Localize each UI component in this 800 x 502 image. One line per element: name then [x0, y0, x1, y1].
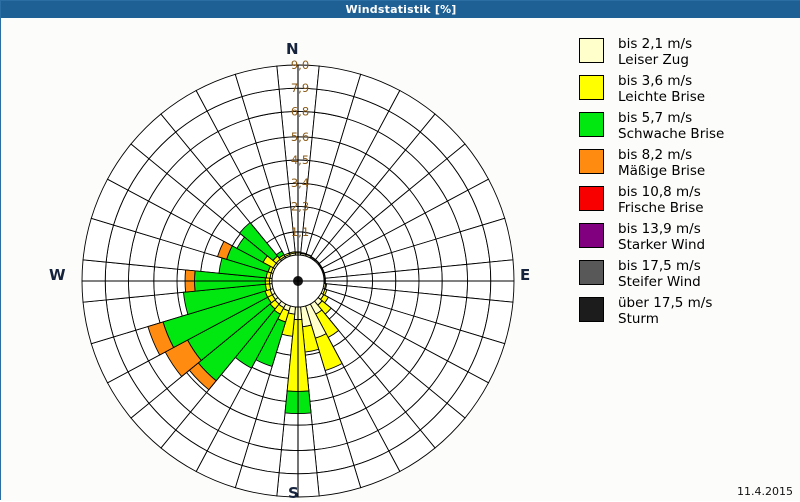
- legend-swatch: [579, 112, 604, 137]
- legend-beaufort-name: Leichte Brise: [618, 89, 706, 105]
- date-stamp: 11.4.2015: [737, 485, 793, 498]
- legend-label: über 17,5 m/s Sturm: [618, 295, 712, 327]
- direction-label-north: N: [286, 40, 299, 58]
- petal-segment: [147, 321, 175, 356]
- radial-tick-label: 3,4: [291, 176, 309, 190]
- legend-beaufort-name: Leiser Zug: [618, 52, 689, 68]
- window-titlebar: Windstatistik [%]: [1, 1, 800, 18]
- radial-tick-label: 6,8: [291, 104, 309, 118]
- legend-beaufort-name: Steifer Wind: [618, 274, 701, 290]
- direction-label-south: S: [288, 484, 299, 502]
- legend-swatch: [579, 297, 604, 322]
- legend-beaufort-name: Schwache Brise: [618, 126, 725, 142]
- legend-label: bis 17,5 m/s Steifer Wind: [618, 258, 701, 290]
- legend-label: bis 10,8 m/s Frische Brise: [618, 184, 704, 216]
- petal-segment: [305, 253, 312, 258]
- radial-tick-label: 4,5: [291, 153, 309, 167]
- radial-tick-label: 5,6: [291, 130, 309, 144]
- radial-axis: [82, 65, 514, 497]
- legend-beaufort-name: Frische Brise: [618, 200, 704, 216]
- legend-item: bis 2,1 m/s Leiser Zug: [579, 36, 794, 68]
- window-title: Windstatistik [%]: [345, 3, 457, 16]
- wind-rose-svg: 1,1 2,3 3,4 4,5 5,6 6,8 7,9 9,0: [81, 58, 515, 498]
- legend-beaufort-name: Mäßige Brise: [618, 163, 706, 179]
- direction-label-east: E: [520, 266, 531, 284]
- radial-tick-label: 9,0: [291, 58, 309, 72]
- legend-beaufort-name: Starker Wind: [618, 237, 706, 253]
- legend-swatch: [579, 38, 604, 63]
- legend-swatch: [579, 260, 604, 285]
- wind-rose-petals: [147, 221, 343, 415]
- petal-segment: [275, 250, 285, 259]
- legend-speed-range: bis 17,5 m/s: [618, 258, 701, 274]
- radial-tick-label: 2,3: [291, 199, 309, 213]
- legend-swatch: [579, 186, 604, 211]
- legend-item: bis 10,8 m/s Frische Brise: [579, 184, 794, 216]
- legend-swatch: [579, 149, 604, 174]
- direction-label-west: W: [49, 266, 66, 284]
- legend-swatch: [579, 223, 604, 248]
- petal-segment: [314, 333, 343, 372]
- legend-speed-range: bis 2,1 m/s: [618, 36, 693, 52]
- legend-beaufort-name: Sturm: [618, 311, 659, 327]
- petal-segment: [216, 240, 233, 260]
- legend-item: bis 8,2 m/s Mäßige Brise: [579, 147, 794, 179]
- legend-item: bis 13,9 m/s Starker Wind: [579, 221, 794, 253]
- legend-item: bis 5,7 m/s Schwache Brise: [579, 110, 794, 142]
- petal-segment: [182, 283, 268, 315]
- window-content: 1,1 2,3 3,4 4,5 5,6 6,8 7,9 9,0 N E S W bis 2,1…: [1, 18, 800, 502]
- legend-label: bis 2,1 m/s Leiser Zug: [618, 36, 692, 68]
- legend-speed-range: bis 13,9 m/s: [618, 221, 701, 237]
- wind-rose-chart: 1,1 2,3 3,4 4,5 5,6 6,8 7,9 9,0 N E S W: [1, 18, 566, 502]
- petal-segment: [238, 221, 279, 262]
- radial-tick-labels: 1,1 2,3 3,4 4,5 5,6 6,8 7,9 9,0: [291, 58, 309, 239]
- legend-item: bis 3,6 m/s Leichte Brise: [579, 73, 794, 105]
- radial-tick-label: 1,1: [291, 225, 309, 239]
- legend-label: bis 13,9 m/s Starker Wind: [618, 221, 705, 253]
- legend-speed-range: über 17,5 m/s: [618, 295, 713, 311]
- legend-speed-range: bis 5,7 m/s: [618, 110, 693, 126]
- legend-label: bis 5,7 m/s Schwache Brise: [618, 110, 724, 142]
- radial-tick-label: 7,9: [291, 81, 309, 95]
- legend-swatch: [579, 75, 604, 100]
- petal-segment: [288, 251, 296, 255]
- legend-speed-range: bis 8,2 m/s: [618, 147, 693, 163]
- legend: bis 2,1 m/s Leiser Zug bis 3,6 m/s Leichte …: [579, 36, 794, 332]
- legend-item: über 17,5 m/s Sturm: [579, 295, 794, 327]
- legend-speed-range: bis 10,8 m/s: [618, 184, 701, 200]
- legend-label: bis 3,6 m/s Leichte Brise: [618, 73, 705, 105]
- legend-label: bis 8,2 m/s Mäßige Brise: [618, 147, 705, 179]
- legend-speed-range: bis 3,6 m/s: [618, 73, 693, 89]
- grid-cell: [234, 65, 280, 98]
- legend-item: bis 17,5 m/s Steifer Wind: [579, 258, 794, 290]
